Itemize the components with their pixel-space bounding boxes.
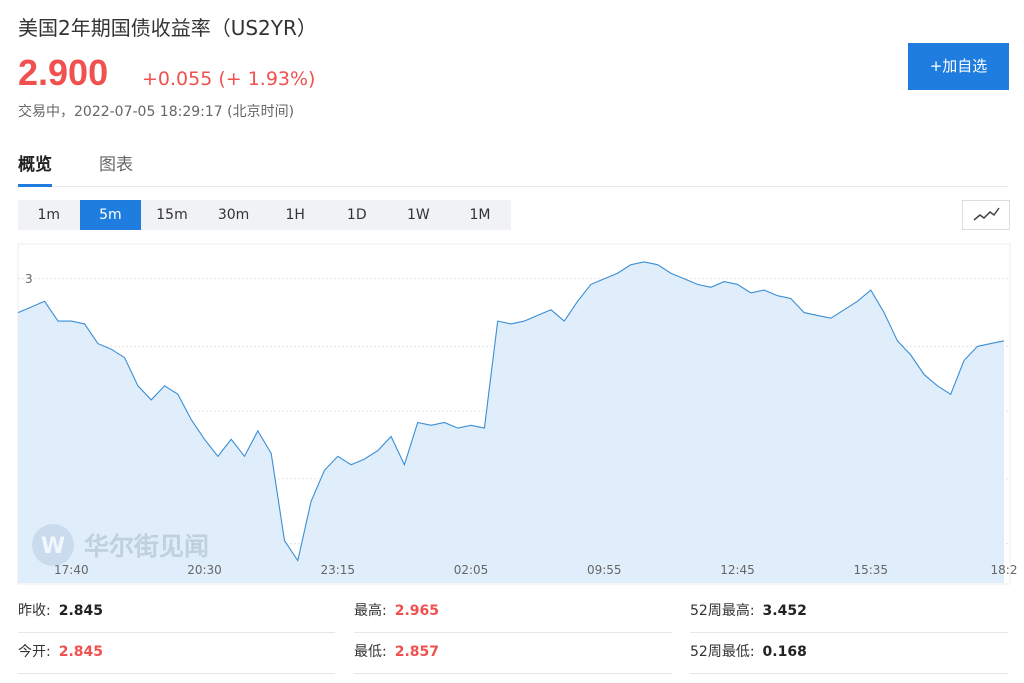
watermark: W 华尔街见闻 <box>32 524 209 566</box>
stats-value: 2.845 <box>58 644 104 660</box>
tabs: 概览 图表 <box>18 150 1008 187</box>
status: 交易中，2022-07-05 18:29:17 (北京时间) <box>18 104 295 120</box>
stats-value: 3.452 <box>762 603 807 619</box>
price: 2.900 <box>18 52 109 93</box>
stats-row: 昨收: 2.845 最高: 2.965 52周最高: 3.452 <box>0 600 1024 640</box>
stats-cell: 52周最低: 0.168 <box>690 641 1008 674</box>
add-button[interactable]: +加自选 <box>908 43 1009 90</box>
x-tick-label: 02:05 <box>454 563 489 577</box>
stats-label: 52周最高: <box>690 603 755 619</box>
period-button[interactable]: 1D <box>346 207 367 223</box>
x-tick-label: 12:45 <box>720 563 755 577</box>
stats-value: 0.168 <box>762 644 807 660</box>
period-button[interactable]: 1m <box>37 207 61 223</box>
x-tick-label: 23:15 <box>320 563 355 577</box>
period-button[interactable]: 1H <box>285 207 305 223</box>
chart: 3333317:4020:3023:1502:0509:5512:4515:35… <box>17 243 1018 585</box>
period-button[interactable]: 30m <box>217 207 250 223</box>
x-tick-label: 09:55 <box>587 563 622 577</box>
watermark-logo <box>32 524 74 566</box>
x-tick-label: 15:35 <box>853 563 888 577</box>
stats-cell: 最低: 2.857 <box>354 641 672 674</box>
y-tick-label: 3 <box>25 272 33 286</box>
x-tick-label: 17:40 <box>54 563 89 577</box>
chart-type-icon <box>973 207 1000 221</box>
stats-value: 2.965 <box>394 603 440 619</box>
x-tick-label: 18:2 <box>991 563 1018 577</box>
stats-value: 2.845 <box>58 603 104 619</box>
stats-cell: 昨收: 2.845 <box>18 600 335 633</box>
watermark-text: 华尔街见闻 <box>84 532 209 561</box>
title: 美国2年期国债收益率（US2YR） <box>18 16 317 40</box>
stats-label: 最低: <box>354 644 387 660</box>
x-tick-label: 20:30 <box>187 563 222 577</box>
change-value: +0.055 <box>142 68 213 90</box>
period-button[interactable]: 1M <box>469 207 491 223</box>
period-button[interactable]: 5m <box>79 200 142 230</box>
period-button[interactable]: 1W <box>406 207 430 223</box>
stats-value: 2.857 <box>394 644 440 660</box>
period-button[interactable]: 15m <box>156 207 188 223</box>
stats-label: 昨收: <box>18 603 51 619</box>
stats-label: 52周最低: <box>690 644 755 660</box>
change: +0.055 (+ 1.93%) <box>142 68 321 90</box>
period-bar: 1m 5m 15m 30m 1H 1D 1W 1M <box>18 200 511 230</box>
tab[interactable]: 概览 <box>18 150 52 187</box>
stats-cell: 今开: 2.845 <box>18 641 335 674</box>
stats-label: 最高: <box>354 603 387 619</box>
stats-label: 今开: <box>18 644 51 660</box>
change-percent: (+ 1.93%) <box>218 68 316 90</box>
area <box>18 261 1004 583</box>
stats-cell: 最高: 2.965 <box>354 600 672 633</box>
stats-row: 今开: 2.845 最低: 2.857 52周最低: 0.168 <box>0 641 1024 681</box>
tab[interactable]: 图表 <box>99 155 133 175</box>
stats-cell: 52周最高: 3.452 <box>690 600 1008 633</box>
line <box>17 261 1005 562</box>
chart-type-button[interactable] <box>962 200 1010 230</box>
watermark-logo-letter: W <box>41 534 65 559</box>
